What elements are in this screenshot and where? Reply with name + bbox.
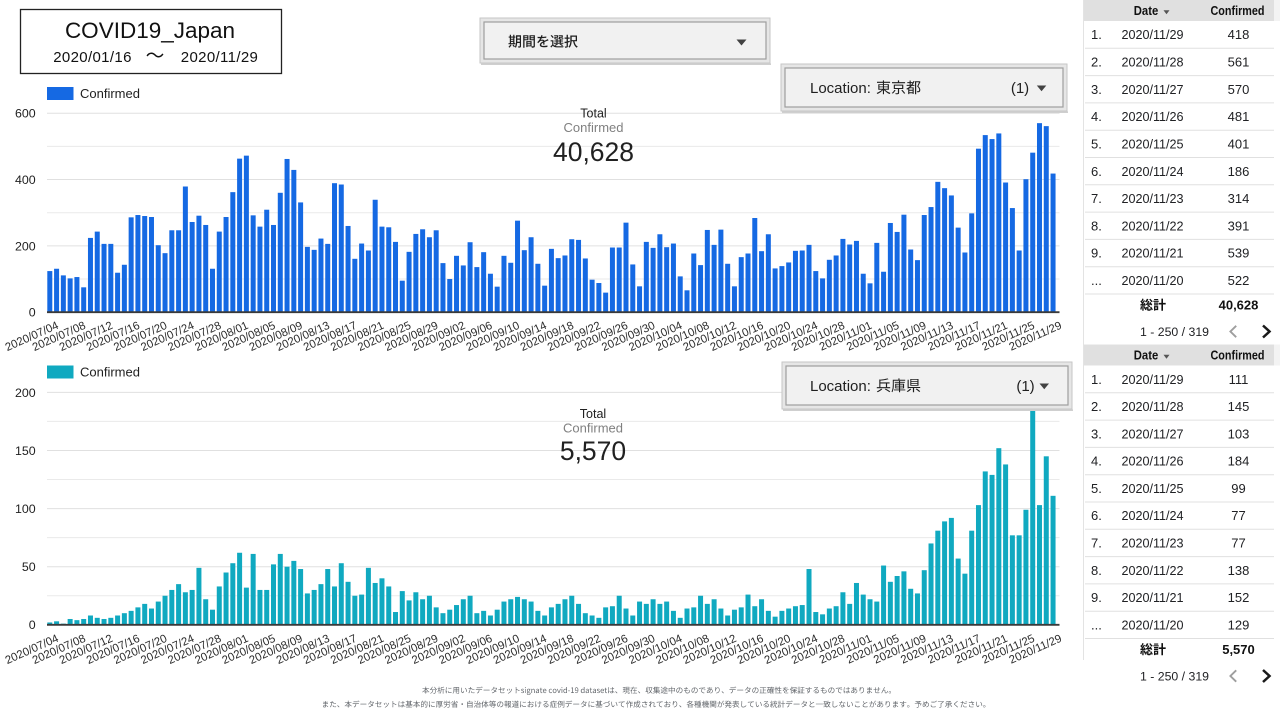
svg-text:2020/11/27: 2020/11/27: [1121, 427, 1183, 441]
svg-text:COVID19_Japan: COVID19_Japan: [65, 18, 235, 43]
svg-text:40,628: 40,628: [1219, 298, 1259, 313]
svg-text:2020/11/22: 2020/11/22: [1121, 564, 1183, 578]
svg-text:9.: 9.: [1091, 590, 1102, 605]
svg-text:Confirmed: Confirmed: [1211, 348, 1265, 362]
svg-text:150: 150: [15, 444, 36, 458]
svg-text:401: 401: [1228, 136, 1250, 151]
svg-text:2.: 2.: [1091, 55, 1102, 70]
svg-text:Total: Total: [580, 407, 606, 421]
svg-text:(1): (1): [1011, 80, 1029, 97]
svg-text:Location:: Location:: [810, 80, 871, 97]
svg-text:2020/11/29: 2020/11/29: [1121, 28, 1183, 42]
svg-text:5,570: 5,570: [560, 436, 626, 466]
svg-text:2020/11/25: 2020/11/25: [1121, 482, 1183, 496]
svg-text:570: 570: [1228, 82, 1250, 97]
svg-text:9.: 9.: [1091, 246, 1102, 261]
svg-text:5,570: 5,570: [1222, 642, 1255, 657]
svg-text:539: 539: [1228, 246, 1250, 261]
svg-text:0: 0: [29, 618, 36, 632]
svg-text:Confirmed: Confirmed: [80, 86, 140, 101]
svg-text:1.: 1.: [1091, 372, 1102, 387]
svg-text:5.: 5.: [1091, 136, 1102, 151]
svg-text:6.: 6.: [1091, 508, 1102, 523]
svg-text:2020/11/21: 2020/11/21: [1121, 247, 1183, 261]
svg-text:400: 400: [15, 173, 36, 187]
svg-text:2020/11/28: 2020/11/28: [1121, 400, 1183, 414]
svg-text:6.: 6.: [1091, 164, 1102, 179]
svg-text:8.: 8.: [1091, 218, 1102, 233]
svg-text:2020/11/29: 2020/11/29: [181, 49, 258, 66]
svg-text:200: 200: [15, 386, 36, 400]
svg-text:8.: 8.: [1091, 563, 1102, 578]
svg-text:418: 418: [1228, 27, 1250, 42]
svg-text:600: 600: [15, 107, 36, 121]
svg-text:2020/11/23: 2020/11/23: [1121, 192, 1183, 206]
svg-text:Confirmed: Confirmed: [564, 120, 624, 135]
svg-text:0: 0: [29, 306, 36, 320]
svg-text:1 - 250 / 319: 1 - 250 / 319: [1140, 670, 1209, 684]
svg-text:...: ...: [1091, 273, 1102, 288]
svg-text:391: 391: [1228, 218, 1250, 233]
svg-text:5.: 5.: [1091, 481, 1102, 496]
svg-text:2.: 2.: [1091, 399, 1102, 414]
svg-text:138: 138: [1228, 563, 1250, 578]
svg-text:7.: 7.: [1091, 191, 1102, 206]
svg-text:2020/11/20: 2020/11/20: [1121, 274, 1183, 288]
svg-text:77: 77: [1231, 536, 1245, 551]
svg-text:2020/11/26: 2020/11/26: [1121, 110, 1183, 124]
svg-text:7.: 7.: [1091, 536, 1102, 551]
svg-text:200: 200: [15, 239, 36, 253]
svg-text:Location:: Location:: [810, 378, 871, 395]
svg-text:3.: 3.: [1091, 426, 1102, 441]
svg-text:Total: Total: [580, 107, 606, 121]
svg-text:1.: 1.: [1091, 27, 1102, 42]
svg-text:99: 99: [1231, 481, 1245, 496]
svg-text:2020/11/28: 2020/11/28: [1121, 56, 1183, 70]
svg-text:Confirmed: Confirmed: [563, 420, 623, 435]
svg-text:2020/01/16: 2020/01/16: [53, 49, 132, 66]
svg-text:184: 184: [1228, 454, 1250, 469]
svg-text:4.: 4.: [1091, 454, 1102, 469]
svg-text:Confirmed: Confirmed: [80, 365, 140, 380]
svg-text:152: 152: [1228, 590, 1250, 605]
svg-text:481: 481: [1228, 109, 1250, 124]
svg-text:50: 50: [22, 560, 36, 574]
svg-text:561: 561: [1228, 55, 1250, 70]
svg-text:3.: 3.: [1091, 82, 1102, 97]
svg-text:4.: 4.: [1091, 109, 1102, 124]
svg-text:100: 100: [15, 502, 36, 516]
svg-text:2020/11/22: 2020/11/22: [1121, 219, 1183, 233]
svg-text:2020/11/24: 2020/11/24: [1121, 165, 1183, 179]
svg-text:(1): (1): [1016, 378, 1034, 395]
svg-text:Date: Date: [1134, 348, 1159, 362]
svg-text:1 - 250 / 319: 1 - 250 / 319: [1140, 325, 1209, 339]
svg-text:2020/11/23: 2020/11/23: [1121, 537, 1183, 551]
svg-text:2020/11/29: 2020/11/29: [1121, 373, 1183, 387]
svg-text:145: 145: [1228, 399, 1250, 414]
svg-text:40,628: 40,628: [553, 137, 634, 167]
svg-text:2020/11/25: 2020/11/25: [1121, 137, 1183, 151]
svg-text:522: 522: [1228, 273, 1250, 288]
svg-text:2020/11/24: 2020/11/24: [1121, 509, 1183, 523]
svg-text:Date: Date: [1134, 4, 1159, 18]
svg-text:2020/11/26: 2020/11/26: [1121, 455, 1183, 469]
svg-text:...: ...: [1091, 618, 1102, 633]
svg-text:314: 314: [1228, 191, 1250, 206]
svg-text:77: 77: [1231, 508, 1245, 523]
svg-text:186: 186: [1228, 164, 1250, 179]
svg-text:2020/11/21: 2020/11/21: [1121, 591, 1183, 605]
svg-text:2020/11/20: 2020/11/20: [1121, 619, 1183, 633]
svg-text:111: 111: [1229, 372, 1249, 387]
svg-text:Confirmed: Confirmed: [1211, 4, 1265, 18]
svg-text:129: 129: [1228, 618, 1250, 633]
svg-text:2020/11/27: 2020/11/27: [1121, 83, 1183, 97]
svg-text:103: 103: [1228, 426, 1250, 441]
